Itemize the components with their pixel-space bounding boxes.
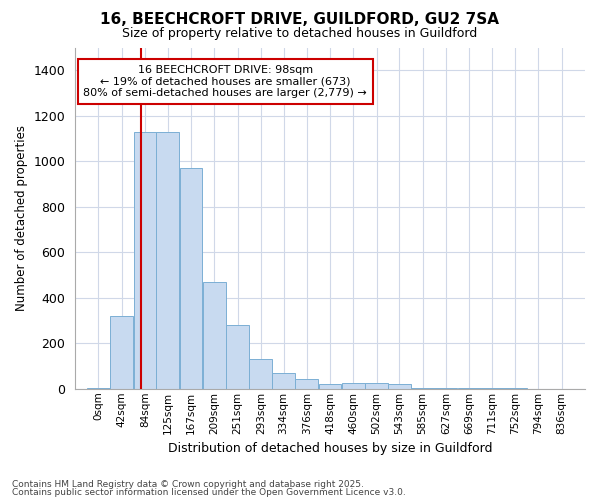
Bar xyxy=(179,168,202,389)
Bar xyxy=(319,384,341,389)
Bar xyxy=(458,388,481,389)
Bar xyxy=(203,282,226,389)
Text: Contains public sector information licensed under the Open Government Licence v3: Contains public sector information licen… xyxy=(12,488,406,497)
Bar xyxy=(388,384,411,389)
Text: 16, BEECHCROFT DRIVE, GUILDFORD, GU2 7SA: 16, BEECHCROFT DRIVE, GUILDFORD, GU2 7SA xyxy=(101,12,499,28)
Bar xyxy=(434,388,457,389)
Bar xyxy=(365,383,388,389)
Bar xyxy=(134,132,157,389)
Bar xyxy=(156,132,179,389)
Bar xyxy=(226,325,249,389)
Bar xyxy=(87,388,110,389)
Bar xyxy=(411,388,434,389)
Text: Size of property relative to detached houses in Guildford: Size of property relative to detached ho… xyxy=(122,28,478,40)
Bar xyxy=(250,359,272,389)
Bar xyxy=(295,379,318,389)
Bar xyxy=(342,383,365,389)
Y-axis label: Number of detached properties: Number of detached properties xyxy=(15,125,28,311)
Text: 16 BEECHCROFT DRIVE: 98sqm
← 19% of detached houses are smaller (673)
80% of sem: 16 BEECHCROFT DRIVE: 98sqm ← 19% of deta… xyxy=(83,65,367,98)
Bar xyxy=(481,388,504,389)
Bar xyxy=(272,373,295,389)
X-axis label: Distribution of detached houses by size in Guildford: Distribution of detached houses by size … xyxy=(168,442,493,455)
Text: Contains HM Land Registry data © Crown copyright and database right 2025.: Contains HM Land Registry data © Crown c… xyxy=(12,480,364,489)
Bar xyxy=(110,316,133,389)
